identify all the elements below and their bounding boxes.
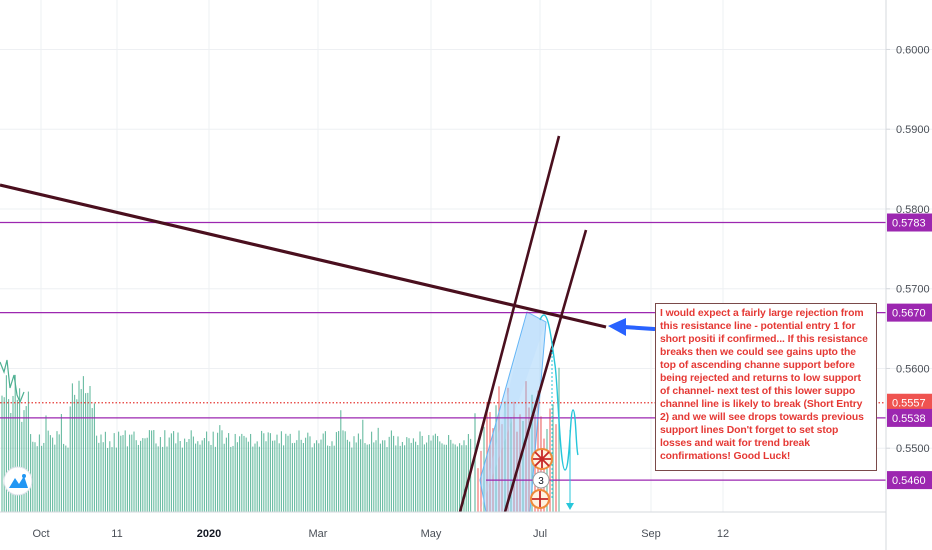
price-tag-label: 0.5460: [892, 475, 926, 487]
annotation-text: I would expect a fairly large rejection …: [660, 308, 868, 462]
chart-marks: 3: [3, 314, 656, 510]
y-axis-ticks: 0.5500 0.5600 0.5700 0.5800 0.5900 0.6000: [886, 44, 930, 455]
price-tag-label: 0.5538: [892, 413, 926, 425]
event-badge: 3: [532, 471, 550, 489]
axes: [0, 0, 887, 550]
y-tick-label: 0.5800: [896, 204, 930, 216]
x-tick-label: 12: [717, 528, 729, 540]
price-tag-label: 0.5670: [892, 308, 926, 320]
uk-flag-icon: [531, 448, 553, 470]
channel-fill: [479, 311, 547, 513]
price-tag-label: 0.5557: [892, 398, 926, 410]
annotation-arrow-head: [608, 318, 626, 336]
ascending-channel: [479, 311, 547, 513]
price-tag: [887, 213, 932, 232]
projection-arrow-head: [566, 503, 574, 510]
x-tick-label: 2020: [197, 528, 221, 540]
price-line: [0, 359, 25, 404]
price-tags: 0.5783 0.5670 0.5557 0.5538 0.5460: [887, 213, 932, 490]
x-tick-label: May: [421, 528, 442, 540]
channel-lower-line: [503, 229, 588, 513]
uk-flag-icon: [530, 489, 550, 509]
price-tag: [887, 471, 932, 490]
event-badge-count: 3: [538, 476, 544, 487]
channel-upper-line: [458, 135, 561, 513]
x-axis-ticks: Oct 11 2020 Mar May Jul Sep 12: [32, 528, 729, 540]
y-tick-label: 0.6000: [896, 44, 930, 56]
tradingview-logo-icon: [3, 466, 33, 496]
x-tick-label: 11: [111, 528, 122, 540]
x-tick-label: Mar: [309, 528, 328, 540]
annotation-arrow-shaft: [622, 325, 656, 331]
price-tag: [887, 303, 932, 322]
y-tick-label: 0.5600: [896, 363, 930, 375]
resistance-trendline: [0, 183, 607, 329]
projection-path: [539, 314, 579, 471]
channel-upper: [480, 312, 546, 512]
price-tag: [887, 393, 932, 412]
annotation-box[interactable]: I would expect a fairly large rejection …: [655, 303, 877, 471]
price-tag: [887, 408, 932, 427]
price-tag-label: 0.5783: [892, 218, 926, 230]
x-tick-label: Oct: [32, 528, 49, 540]
x-tick-label: Jul: [533, 528, 547, 540]
y-tick-label: 0.5900: [896, 124, 930, 136]
x-tick-label: Sep: [641, 528, 661, 540]
y-tick-label: 0.5700: [896, 284, 930, 296]
y-tick-label: 0.5500: [896, 443, 930, 455]
trendlines: [0, 135, 607, 513]
